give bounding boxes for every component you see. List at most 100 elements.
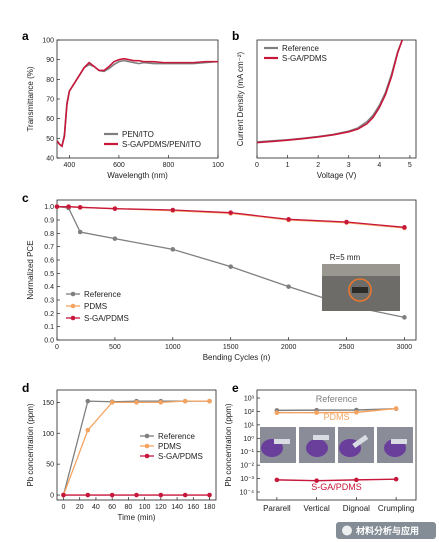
- y-tick-label: 10³: [244, 396, 255, 403]
- data-point: [228, 210, 234, 215]
- panel-letter-c: c: [22, 191, 29, 205]
- plot-frame-c: [56, 199, 417, 341]
- panel-b: b 0 1 2 3 4 5 Voltage (V) Current Density (mA cm…: [232, 29, 417, 180]
- y-tick-label: 0.2: [44, 311, 54, 318]
- legend-label: PEN/ITO: [122, 130, 154, 139]
- legend-marker: [70, 291, 76, 297]
- sample-shape: [274, 439, 290, 444]
- y-tick-label: 40: [46, 156, 54, 163]
- y-tick-label: 70: [46, 97, 54, 104]
- legend-marker: [144, 453, 150, 459]
- glove-shape: [306, 439, 328, 457]
- data-point: [77, 229, 83, 235]
- x-tick-label: 100: [212, 162, 224, 169]
- data-point: [85, 398, 91, 404]
- x-tick-label: 0: [62, 504, 66, 511]
- data-point: [112, 206, 118, 211]
- x-tick-label: 400: [64, 162, 76, 169]
- category-label: Crumpling: [378, 504, 414, 513]
- x-tick-label: 20: [76, 504, 84, 511]
- wechat-icon: [342, 525, 352, 536]
- sample-shape: [352, 434, 369, 449]
- x-tick-label: 1: [286, 162, 290, 169]
- y-tick-label: 10¹: [244, 422, 255, 429]
- panel-c: c 0 500 1000 1500 2000 2500 3000 0.0 0.1 0.2 0.3 0.4…: [22, 191, 417, 362]
- x-axis-title: Wavelength (nm): [107, 171, 168, 180]
- x-tick-label: 2000: [281, 344, 297, 351]
- x-tick-label: 100: [139, 504, 151, 511]
- data-point: [170, 247, 176, 252]
- y-tick-label: 10²: [244, 409, 255, 416]
- y-tick-label: 100: [42, 431, 54, 438]
- data-point: [109, 400, 115, 405]
- x-tick-label: 1000: [165, 344, 181, 351]
- y-tick-label: 50: [46, 136, 54, 143]
- data-point: [274, 477, 280, 483]
- plot-frame-e: [256, 389, 417, 501]
- watermark-text: 材料分析与应用: [355, 525, 419, 536]
- x-tick-label: 4: [377, 162, 381, 169]
- y-tick-label: 0.3: [44, 298, 54, 305]
- bent-sample: [352, 287, 368, 293]
- legend-label: S-GA/PDMS/PEN/ITO: [122, 140, 201, 149]
- photo-wall: [322, 264, 400, 276]
- data-point: [286, 284, 291, 289]
- category-label: Dignoal: [343, 504, 370, 513]
- series-label: PDMS: [323, 412, 349, 422]
- legend-label: PDMS: [158, 442, 181, 451]
- data-point: [314, 478, 319, 483]
- x-tick-label: 0: [255, 162, 259, 169]
- legend-label: PDMS: [84, 302, 107, 311]
- legend-label: Reference: [158, 432, 195, 441]
- inset-photos: [260, 427, 413, 463]
- x-tick-label: 800: [163, 162, 175, 169]
- x-tick-label: 120: [155, 504, 167, 511]
- data-point: [182, 398, 188, 404]
- y-tick-label: 0.4: [44, 284, 54, 291]
- series-line-pdms: [276, 407, 397, 414]
- y-tick-label: 60: [46, 116, 54, 123]
- x-tick-label: 3000: [397, 344, 413, 351]
- data-point: [402, 315, 407, 320]
- data-point: [402, 225, 407, 230]
- legend-label: Reference: [84, 290, 121, 299]
- data-point: [314, 410, 319, 416]
- y-tick-label: 0.6: [44, 258, 54, 265]
- y-tick-label: 100: [42, 38, 54, 45]
- y-tick-label: 90: [46, 57, 54, 64]
- data-point: [182, 492, 188, 498]
- category-label: Vertical: [304, 504, 330, 513]
- data-point: [170, 207, 176, 213]
- series-line-reference: [276, 407, 397, 412]
- y-tick-label: 10⁻³: [240, 476, 254, 483]
- data-point: [354, 477, 359, 483]
- data-point: [207, 398, 212, 404]
- x-tick-label: 80: [124, 504, 132, 511]
- sample-shape: [391, 439, 407, 444]
- legend-marker: [70, 315, 76, 321]
- y-tick-label: 10⁻⁴: [240, 490, 255, 497]
- x-axis-title: Voltage (V): [317, 171, 357, 180]
- x-tick-label: 500: [109, 344, 121, 351]
- data-point: [286, 217, 291, 222]
- y-tick-label: 10⁰: [243, 435, 254, 443]
- panel-letter-e: e: [232, 381, 239, 395]
- data-point: [207, 492, 212, 498]
- legend-marker: [144, 443, 150, 449]
- series-line-s-ga-pdms: [57, 206, 405, 228]
- data-point: [77, 205, 83, 210]
- legend-label: S-GA/PDMS: [282, 54, 327, 63]
- legend-marker: [144, 433, 150, 439]
- plot-frame-d: [56, 389, 217, 501]
- x-tick-label: 3: [347, 162, 351, 169]
- y-tick-label: 150: [42, 400, 54, 407]
- x-tick-label: 5: [408, 162, 412, 169]
- data-point: [354, 410, 359, 415]
- series-line-reference: [256, 39, 403, 143]
- x-axis-title: Bending Cycles (n): [203, 353, 271, 362]
- y-tick-label: 50: [46, 462, 54, 469]
- series-line-pdms: [57, 206, 405, 229]
- category-label: Pararell: [263, 504, 291, 513]
- series-line-s-ga-pdms: [276, 478, 397, 482]
